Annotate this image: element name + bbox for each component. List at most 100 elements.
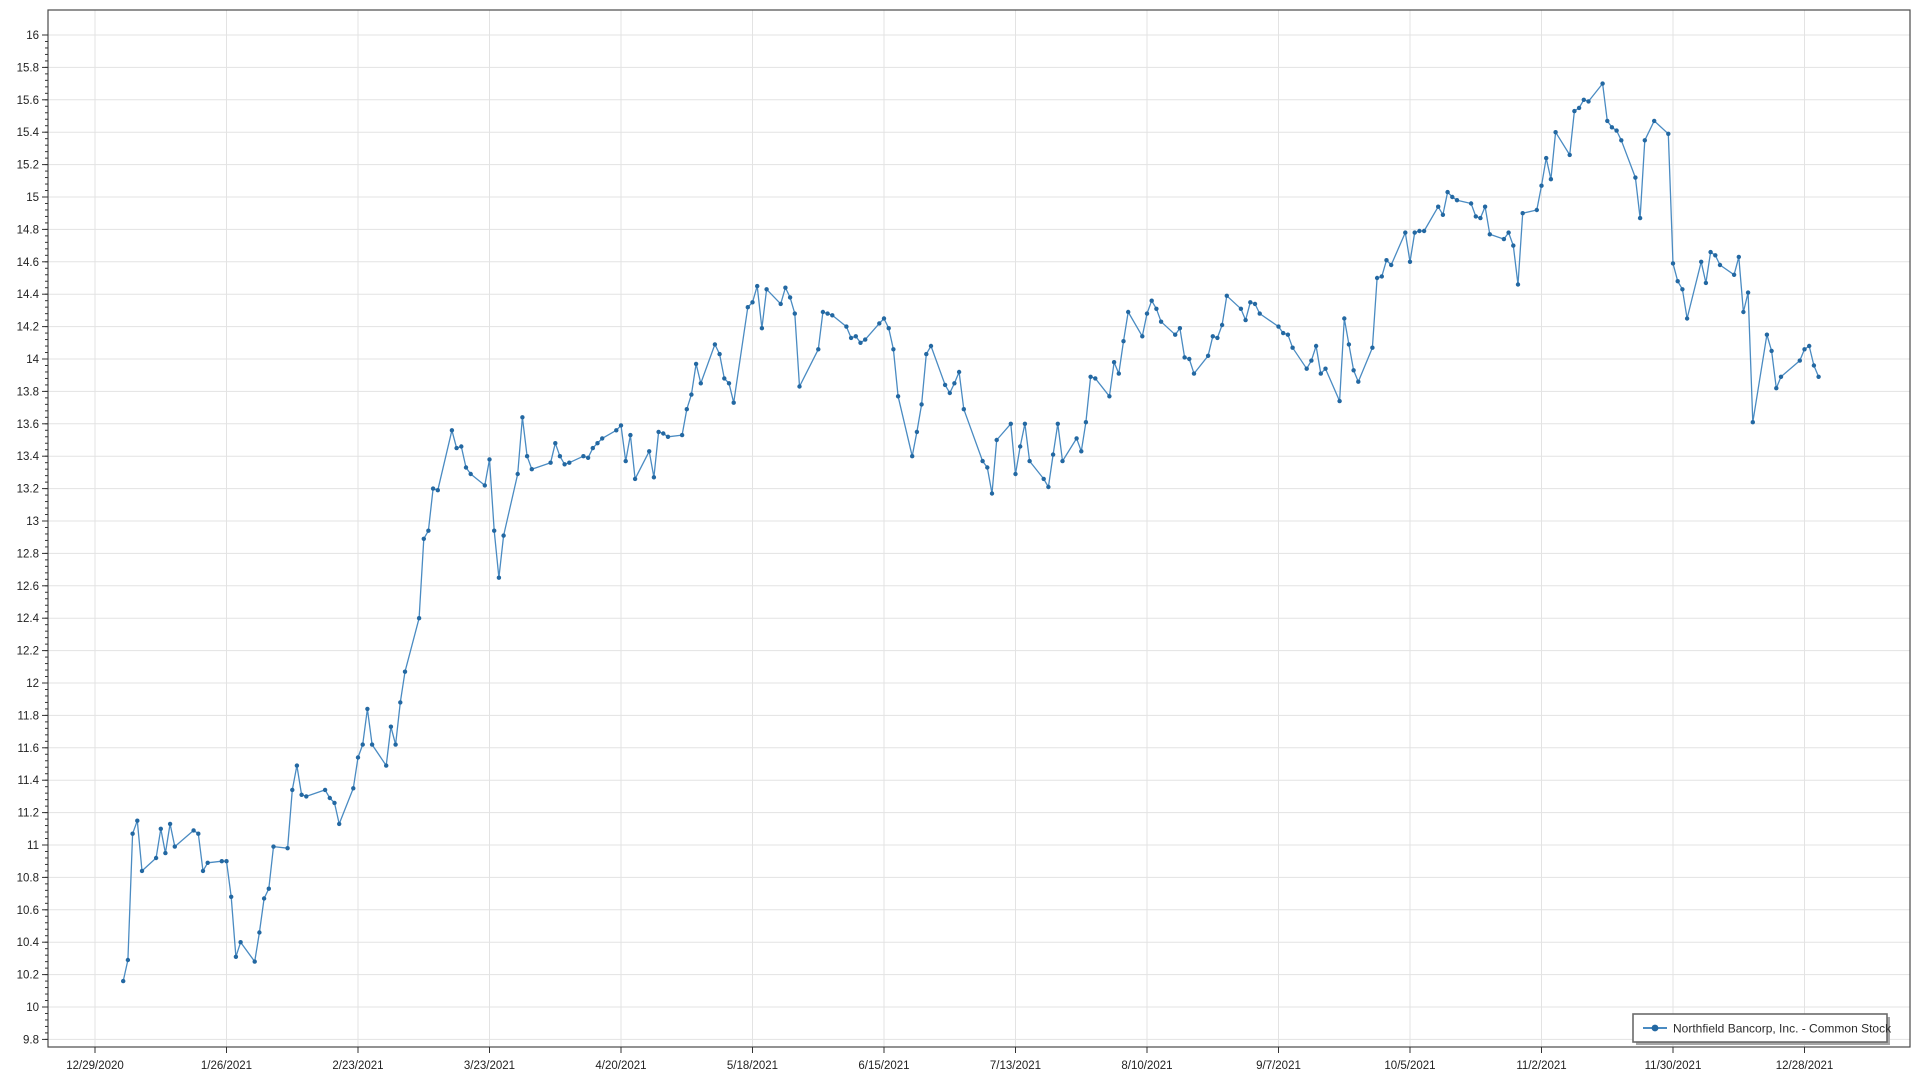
data-point — [257, 930, 262, 935]
data-point — [787, 295, 793, 300]
data-point — [1318, 371, 1324, 376]
data-point — [1445, 189, 1450, 195]
data-point — [1736, 254, 1742, 260]
data-point — [1224, 293, 1230, 298]
data-point — [167, 821, 173, 827]
data-point — [294, 763, 300, 768]
data-point — [994, 437, 999, 443]
data-point — [1107, 394, 1112, 399]
data-point — [910, 454, 915, 459]
data-point — [750, 300, 755, 305]
data-point — [1088, 374, 1093, 379]
data-point — [1219, 322, 1225, 328]
y-tick-label: 9.8 — [23, 1034, 39, 1046]
data-point — [877, 321, 882, 326]
data-point — [1370, 345, 1375, 350]
y-tick-label: 15.2 — [17, 160, 39, 172]
data-point — [468, 471, 473, 477]
data-point — [1417, 228, 1422, 234]
data-point — [656, 429, 661, 435]
y-tick-label: 14.8 — [17, 224, 39, 236]
data-point — [233, 954, 239, 959]
data-point — [1374, 275, 1380, 281]
y-tick-label: 11.4 — [17, 775, 39, 787]
data-point — [1482, 204, 1488, 209]
data-point — [891, 347, 896, 352]
data-point — [665, 434, 671, 439]
y-tick-label: 10 — [26, 1002, 39, 1014]
data-point — [1351, 368, 1356, 373]
y-tick-label: 13.6 — [17, 419, 39, 431]
data-point — [1534, 207, 1540, 213]
data-point — [1619, 138, 1624, 143]
data-point — [1802, 347, 1807, 352]
data-point — [299, 792, 304, 797]
legend-marker-sample — [1651, 1024, 1659, 1032]
data-point — [858, 340, 863, 345]
data-point — [1182, 355, 1187, 360]
data-point — [778, 301, 783, 307]
data-point — [1238, 306, 1244, 311]
data-point — [1356, 379, 1361, 384]
data-point — [679, 432, 685, 438]
data-point — [1173, 332, 1178, 337]
data-point — [421, 536, 426, 541]
data-point — [1633, 175, 1638, 180]
y-tick-label: 13.4 — [17, 451, 40, 463]
data-point — [548, 460, 553, 465]
data-point — [1436, 204, 1441, 209]
data-point — [1717, 262, 1723, 268]
data-point — [553, 441, 558, 446]
data-point — [1478, 215, 1483, 221]
data-point — [797, 384, 802, 389]
x-tick-label: 12/29/2020 — [66, 1060, 124, 1072]
data-point — [961, 407, 966, 412]
data-point — [985, 465, 990, 470]
data-point — [252, 959, 257, 964]
data-point — [623, 458, 628, 464]
data-point — [844, 324, 849, 329]
data-point — [135, 818, 140, 823]
data-point — [402, 669, 408, 674]
data-point — [388, 724, 394, 729]
y-tick-label: 13.8 — [17, 386, 39, 398]
data-point — [726, 381, 732, 386]
data-point — [1769, 348, 1774, 354]
x-tick-label: 5/18/2021 — [727, 1060, 778, 1072]
data-point — [205, 860, 210, 865]
x-tick-label: 1/26/2021 — [201, 1060, 252, 1072]
data-point — [219, 859, 224, 864]
data-point — [816, 347, 821, 352]
data-point — [463, 465, 469, 470]
price-line — [122, 82, 1820, 982]
data-point — [496, 575, 502, 580]
data-point — [515, 471, 520, 477]
y-tick-label: 10.2 — [17, 970, 39, 982]
y-tick-label: 12.4 — [17, 613, 40, 625]
y-tick-label: 14 — [26, 354, 39, 366]
data-point — [595, 441, 600, 446]
data-point — [980, 458, 985, 464]
data-point — [1257, 311, 1262, 316]
data-point — [792, 311, 797, 316]
data-point — [600, 436, 605, 441]
y-tick-label: 13.2 — [17, 484, 39, 496]
data-point — [942, 382, 948, 388]
data-point — [121, 978, 126, 984]
data-point — [355, 755, 361, 760]
x-tick-label: 11/2/2021 — [1516, 1060, 1566, 1072]
data-point — [1079, 449, 1084, 454]
data-point — [1337, 398, 1342, 404]
data-point — [924, 351, 929, 357]
data-point — [1515, 282, 1521, 287]
data-point — [1149, 298, 1154, 303]
data-point — [529, 467, 534, 472]
data-point — [1111, 360, 1117, 365]
x-tick-label: 12/28/2021 — [1776, 1060, 1834, 1072]
data-point — [1027, 458, 1032, 464]
data-point — [1346, 342, 1352, 347]
plot-area: 9.8 10 10.2 10.4 10.6 10.8 11 11.2 11.4 11.6 11.8 1… — [17, 9, 1911, 1072]
data-point — [1144, 311, 1150, 316]
data-point — [1154, 306, 1159, 311]
data-point — [1553, 130, 1558, 135]
